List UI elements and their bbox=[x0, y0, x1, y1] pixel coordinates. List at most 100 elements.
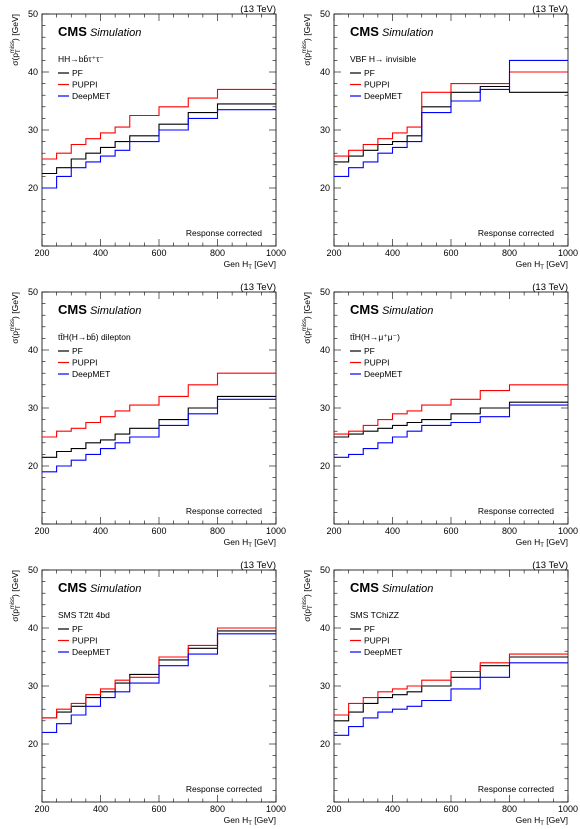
x-tick-label: 200 bbox=[326, 526, 341, 536]
legend-label-deepmet: DeepMET bbox=[364, 369, 402, 379]
x-tick-label: 600 bbox=[151, 526, 166, 536]
process-label: tt̄H(H→μ⁺μ⁻) bbox=[350, 332, 400, 342]
chart-panel-1: 200 400 600 800 1000 20 30 40 50 Gen HT [GeV] σ(pT… bbox=[10, 4, 286, 271]
energy-label: (13 TeV) bbox=[240, 560, 276, 571]
y-axis-label: σ(pTmiss) [GeV] bbox=[10, 292, 22, 344]
x-axis-label: Gen HT [GeV] bbox=[516, 259, 568, 271]
series-puppi bbox=[42, 88, 276, 160]
response-corrected-label: Response corrected bbox=[186, 784, 262, 794]
series-deepmet bbox=[42, 633, 276, 733]
energy-label: (13 TeV) bbox=[532, 282, 568, 293]
x-tick-label: 400 bbox=[93, 248, 108, 258]
x-tick-label: 800 bbox=[502, 804, 517, 814]
x-tick-label: 1000 bbox=[558, 526, 578, 536]
cms-label: CMS Simulation bbox=[350, 24, 433, 39]
x-tick-label: 200 bbox=[34, 526, 49, 536]
legend-label-deepmet: DeepMET bbox=[72, 647, 110, 657]
x-tick-label: 800 bbox=[502, 248, 517, 258]
series-puppi bbox=[334, 653, 568, 716]
cms-label: CMS Simulation bbox=[350, 580, 433, 595]
x-axis-label: Gen HT [GeV] bbox=[224, 537, 276, 549]
y-axis-label: σ(pTmiss) [GeV] bbox=[10, 14, 22, 66]
y-tick-label: 50 bbox=[28, 565, 38, 575]
legend-label-deepmet: DeepMET bbox=[72, 369, 110, 379]
x-tick-label: 400 bbox=[385, 248, 400, 258]
legend-label-pf: PF bbox=[364, 346, 375, 356]
x-tick-label: 1000 bbox=[266, 526, 286, 536]
process-label: VBF H→ invisible bbox=[350, 54, 416, 64]
cms-label: CMS Simulation bbox=[350, 302, 433, 317]
series-pf bbox=[42, 103, 276, 175]
chart-panel-5: 200 400 600 800 1000 20 30 40 50 Gen HT [GeV] σ(pT… bbox=[10, 560, 286, 827]
x-axis-label: Gen HT [GeV] bbox=[224, 815, 276, 827]
legend-label-puppi: PUPPI bbox=[364, 80, 390, 90]
series-puppi bbox=[334, 71, 568, 157]
response-corrected-label: Response corrected bbox=[478, 506, 554, 516]
x-tick-label: 200 bbox=[34, 248, 49, 258]
response-corrected-label: Response corrected bbox=[186, 228, 262, 238]
x-tick-label: 200 bbox=[326, 248, 341, 258]
y-tick-label: 40 bbox=[28, 345, 38, 355]
legend-label-puppi: PUPPI bbox=[72, 636, 98, 646]
process-label: SMS T2tt 4bd bbox=[58, 610, 110, 620]
y-tick-label: 20 bbox=[320, 739, 330, 749]
x-tick-label: 400 bbox=[385, 526, 400, 536]
x-axis-label: Gen HT [GeV] bbox=[516, 537, 568, 549]
legend-label-pf: PF bbox=[364, 624, 375, 634]
y-tick-label: 40 bbox=[28, 623, 38, 633]
x-tick-label: 200 bbox=[326, 804, 341, 814]
legend-label-pf: PF bbox=[72, 624, 83, 634]
plot-frame bbox=[41, 569, 277, 803]
y-tick-label: 40 bbox=[320, 67, 330, 77]
x-tick-label: 400 bbox=[93, 804, 108, 814]
series-puppi bbox=[42, 372, 276, 438]
legend-label-puppi: PUPPI bbox=[72, 80, 98, 90]
series-deepmet bbox=[42, 398, 276, 473]
y-tick-label: 30 bbox=[320, 403, 330, 413]
energy-label: (13 TeV) bbox=[532, 560, 568, 571]
cms-label: CMS Simulation bbox=[58, 302, 141, 317]
y-axis-label: σ(pTmiss) [GeV] bbox=[302, 292, 314, 344]
y-tick-label: 30 bbox=[28, 403, 38, 413]
x-tick-label: 600 bbox=[151, 804, 166, 814]
x-tick-label: 600 bbox=[443, 804, 458, 814]
x-tick-label: 600 bbox=[443, 526, 458, 536]
series-deepmet bbox=[334, 662, 568, 736]
y-axis-label: σ(pTmiss) [GeV] bbox=[10, 570, 22, 622]
legend-label-deepmet: DeepMET bbox=[364, 91, 402, 101]
y-axis-label: σ(pTmiss) [GeV] bbox=[302, 570, 314, 622]
y-tick-label: 20 bbox=[28, 461, 38, 471]
y-tick-label: 30 bbox=[28, 125, 38, 135]
process-label: tt̄H(H→bb̄) dilepton bbox=[58, 332, 131, 342]
energy-label: (13 TeV) bbox=[532, 4, 568, 15]
x-tick-label: 600 bbox=[443, 248, 458, 258]
y-tick-label: 50 bbox=[320, 287, 330, 297]
legend-label-puppi: PUPPI bbox=[364, 358, 390, 368]
response-corrected-label: Response corrected bbox=[186, 506, 262, 516]
y-tick-label: 30 bbox=[320, 681, 330, 691]
series-deepmet bbox=[334, 404, 568, 458]
y-tick-label: 40 bbox=[320, 345, 330, 355]
x-tick-label: 1000 bbox=[558, 248, 578, 258]
chart-panel-3: 200 400 600 800 1000 20 30 40 50 Gen HT [GeV] σ(pT… bbox=[10, 282, 286, 549]
series-pf bbox=[334, 401, 568, 438]
legend-label-deepmet: DeepMET bbox=[72, 91, 110, 101]
series-puppi bbox=[42, 627, 276, 719]
x-tick-label: 400 bbox=[385, 804, 400, 814]
x-axis-label: Gen HT [GeV] bbox=[224, 259, 276, 271]
response-corrected-label: Response corrected bbox=[478, 228, 554, 238]
process-label: HH→bb̄τ⁺τ⁻ bbox=[58, 54, 104, 64]
series-deepmet bbox=[42, 109, 276, 189]
plot-frame bbox=[333, 13, 569, 247]
x-tick-label: 1000 bbox=[558, 804, 578, 814]
x-tick-label: 800 bbox=[210, 804, 225, 814]
y-tick-label: 40 bbox=[320, 623, 330, 633]
energy-label: (13 TeV) bbox=[240, 282, 276, 293]
y-tick-label: 30 bbox=[320, 125, 330, 135]
legend-label-pf: PF bbox=[364, 68, 375, 78]
plot-frame bbox=[333, 291, 569, 525]
response-corrected-label: Response corrected bbox=[478, 784, 554, 794]
y-tick-label: 50 bbox=[320, 565, 330, 575]
y-tick-label: 30 bbox=[28, 681, 38, 691]
x-tick-label: 800 bbox=[210, 248, 225, 258]
